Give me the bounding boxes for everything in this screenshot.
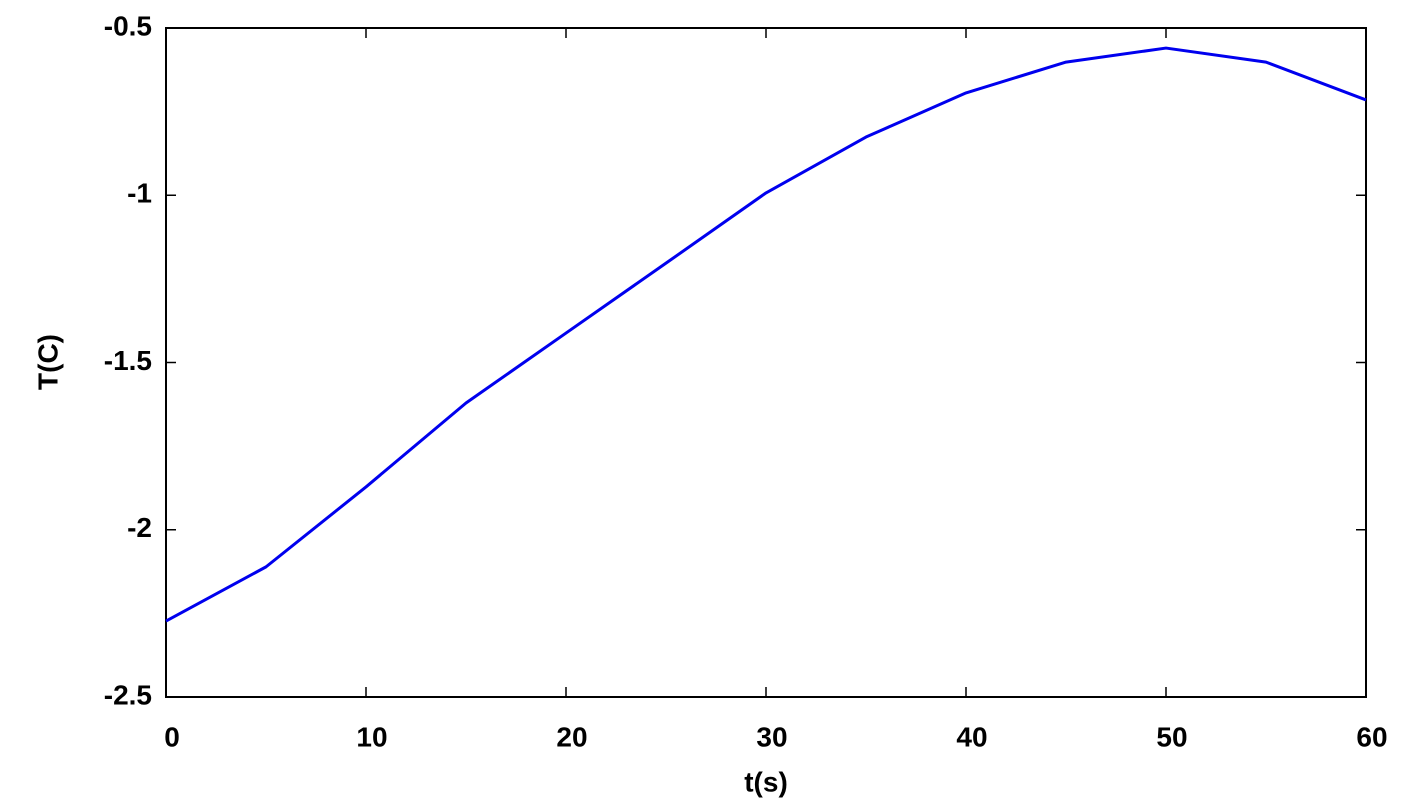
y-tick-label: -2.5 (104, 679, 152, 710)
x-tick-label: 30 (756, 721, 787, 752)
y-tick-label: -0.5 (104, 10, 152, 41)
y-axis-label: T(C) (32, 334, 63, 390)
x-tick-label: 40 (956, 721, 987, 752)
x-axis-label: t(s) (744, 766, 788, 797)
y-tick-label: -1 (127, 178, 152, 209)
x-tick-label: 10 (356, 721, 387, 752)
plot-frame (165, 27, 1367, 698)
y-tick-label: -2 (127, 512, 152, 543)
x-tick-label: 50 (1156, 721, 1187, 752)
x-tick-label: 0 (164, 721, 180, 752)
x-tick-label: 60 (1356, 721, 1387, 752)
y-tick-label: -1.5 (104, 345, 152, 376)
line-series (165, 46, 1367, 623)
x-tick-label: 20 (556, 721, 587, 752)
